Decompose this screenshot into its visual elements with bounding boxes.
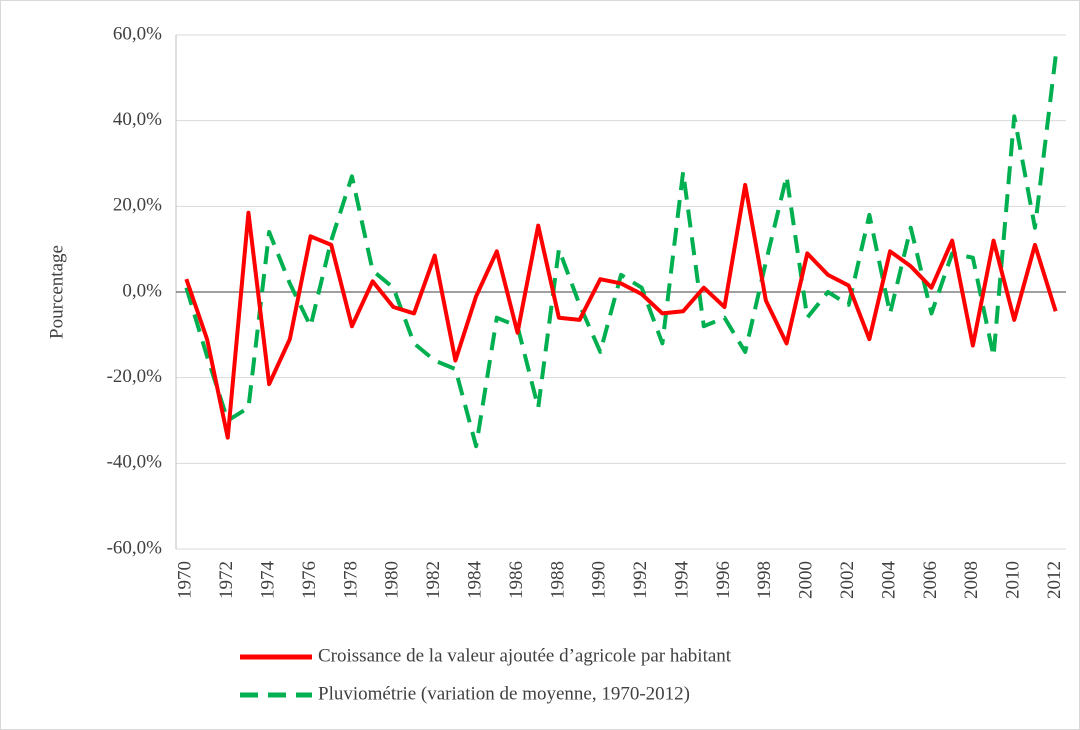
x-tick-label: 1988 (547, 561, 568, 599)
x-tick-label: 2002 (837, 561, 858, 599)
x-tick-label: 2008 (961, 561, 982, 599)
x-tick-label: 2000 (796, 561, 817, 599)
x-tick-label: 1998 (754, 561, 775, 599)
x-tick-label: 1970 (175, 561, 196, 599)
x-tick-label: 1980 (382, 561, 403, 599)
x-tick-label: 1992 (630, 561, 651, 599)
x-tick-label: 1996 (713, 561, 734, 599)
legend-label: Croissance de la valeur ajoutée d’agrico… (318, 645, 732, 666)
x-tick-label: 2012 (1044, 561, 1065, 599)
data-line (184, 56, 1058, 449)
x-tick-label: 2006 (920, 561, 941, 599)
x-tick-label: 1982 (423, 561, 444, 599)
x-tick-label: 1984 (464, 561, 485, 600)
y-tick-label: 60,0% (113, 23, 162, 44)
x-tick-label: 1994 (671, 561, 692, 600)
x-tick-label: 1974 (257, 561, 278, 600)
y-tick-label: -40,0% (107, 452, 163, 473)
x-tick-label: 1976 (299, 561, 320, 599)
y-tick-label: 0,0% (122, 280, 162, 301)
y-tick-label: -20,0% (107, 366, 163, 387)
x-tick-label: 1986 (506, 561, 527, 599)
y-tick-label: 20,0% (113, 195, 162, 216)
legend-label: Pluviométrie (variation de moyenne, 1970… (318, 683, 690, 704)
x-tick-label: 2004 (878, 561, 899, 600)
x-tick-label: 2010 (1003, 561, 1024, 599)
y-tick-label: 40,0% (113, 109, 162, 130)
x-tick-label: 1990 (589, 561, 610, 599)
x-tick-label: 1978 (340, 561, 361, 599)
y-tick-label: -60,0% (107, 537, 163, 558)
data-line (184, 182, 1058, 440)
x-tick-label: 1972 (216, 561, 237, 599)
y-axis-label: Pourcentage (46, 245, 67, 339)
